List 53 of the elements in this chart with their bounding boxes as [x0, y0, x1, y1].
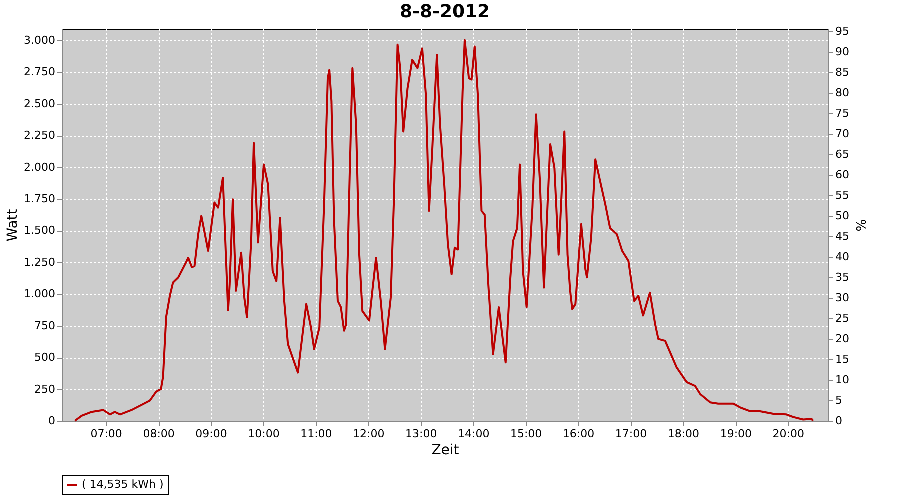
y-tick-label: 2.250 [24, 129, 56, 142]
y2-tick-label: 60 [836, 168, 850, 182]
x-tick-label: 07:00 [90, 428, 122, 440]
y2-tick-label: 25 [836, 312, 850, 325]
y2-tick-label: 30 [836, 291, 850, 304]
y2-tick-label: 55 [836, 188, 850, 202]
y2-tick-label: 90 [836, 45, 850, 58]
x-tick-label: 18:00 [668, 428, 700, 440]
y-tick-label: 2.000 [24, 160, 56, 174]
y2-tick-label: 75 [836, 106, 850, 120]
y2-tick-label: 65 [836, 148, 850, 161]
y-tick-label: 0 [48, 414, 56, 428]
x-tick-label: 11:00 [300, 428, 332, 440]
x-tick-label: 10:00 [248, 428, 280, 440]
y2-tick-label: 10 [836, 373, 850, 386]
y2-tick-label: 40 [836, 250, 850, 264]
y2-axis-title: % [852, 219, 868, 232]
chart-title: 8-8-2012 [400, 1, 490, 22]
y2-tick-label: 15 [836, 352, 850, 366]
x-tick-label: 12:00 [353, 428, 385, 440]
y-tick-label: 1.250 [24, 256, 56, 269]
y-tick-label: 750 [34, 319, 56, 332]
y2-tick-label: 85 [836, 66, 850, 79]
x-tick-label: 19:00 [720, 428, 752, 440]
y2-tick-label: 35 [836, 270, 850, 284]
y2-tick-label: 80 [836, 86, 850, 100]
y-tick-label: 1.500 [24, 224, 56, 238]
y2-tick-label: 5 [836, 394, 842, 407]
x-tick-label: 09:00 [196, 428, 228, 440]
y2-tick-label: 0 [836, 414, 842, 428]
y-tick-label: 2.750 [24, 66, 56, 79]
y-tick-label: 2.500 [24, 97, 56, 110]
x-tick-label: 16:00 [562, 428, 595, 440]
y-tick-label: 1.750 [24, 192, 56, 206]
y2-tick-label: 50 [836, 209, 850, 222]
y-tick-label: 3.000 [24, 34, 56, 47]
x-tick-label: 15:00 [510, 428, 542, 440]
y-tick-label: 250 [34, 382, 56, 396]
x-axis-title: Zeit [432, 442, 460, 458]
x-tick-label: 17:00 [615, 428, 648, 440]
y-tick-label: 1.000 [24, 288, 56, 301]
y2-tick-label: 70 [836, 127, 850, 140]
y-tick-label: 500 [34, 351, 56, 364]
x-tick-label: 08:00 [143, 428, 175, 440]
x-tick-label: 20:00 [772, 428, 804, 440]
x-tick-label: 14:00 [458, 428, 490, 440]
legend-label: ( 14,535 kWh ) [82, 478, 164, 491]
y2-tick-label: 45 [836, 230, 850, 243]
y-axis-title: Watt [5, 208, 22, 242]
x-tick-label: 13:00 [406, 428, 438, 440]
line-series [74, 39, 814, 422]
y2-tick-label: 20 [836, 332, 850, 346]
y2-tick-label: 95 [836, 24, 850, 38]
